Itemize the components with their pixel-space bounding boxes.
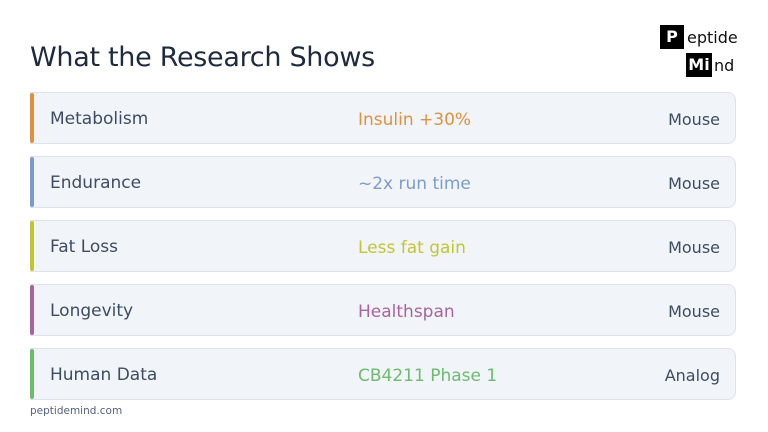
row-accent	[30, 93, 34, 143]
row-accent	[30, 285, 34, 335]
row-accent	[30, 349, 34, 399]
row-finding: CB4211 Phase 1	[358, 366, 498, 386]
row-accent	[30, 157, 34, 207]
row: Longevity Healthspan Mouse	[30, 284, 736, 336]
row-finding: Healthspan	[358, 302, 455, 322]
logo-text: nd	[714, 55, 735, 75]
row-label: Longevity	[50, 301, 134, 321]
logo-box: Mi	[686, 53, 712, 77]
logo-line: Mi nd	[686, 52, 738, 78]
row-subject: Mouse	[668, 110, 720, 129]
row-finding: ~2x run time	[358, 174, 471, 194]
title: What the Research Shows	[30, 42, 375, 73]
row: Endurance ~2x run time Mouse	[30, 156, 736, 208]
row: Fat Loss Less fat gain Mouse	[30, 220, 736, 272]
row: Metabolism Insulin +30% Mouse	[30, 92, 736, 144]
logo-text: eptide	[687, 27, 738, 47]
row-subject: Mouse	[668, 302, 720, 321]
row-accent	[30, 221, 34, 271]
row-subject: Mouse	[668, 238, 720, 257]
row-label: Metabolism	[50, 109, 149, 129]
logo-box: P	[660, 25, 684, 49]
row-subject: Mouse	[668, 174, 720, 193]
row-subject: Analog	[664, 366, 720, 385]
row-finding: Insulin +30%	[358, 110, 472, 130]
row-label: Fat Loss	[50, 237, 118, 257]
row-label: Endurance	[50, 173, 142, 193]
row-finding: Less fat gain	[358, 238, 466, 258]
row: Human Data CB4211 Phase 1 Analog	[30, 348, 736, 400]
footer: peptidemind.com	[30, 405, 123, 417]
row-label: Human Data	[50, 365, 158, 385]
